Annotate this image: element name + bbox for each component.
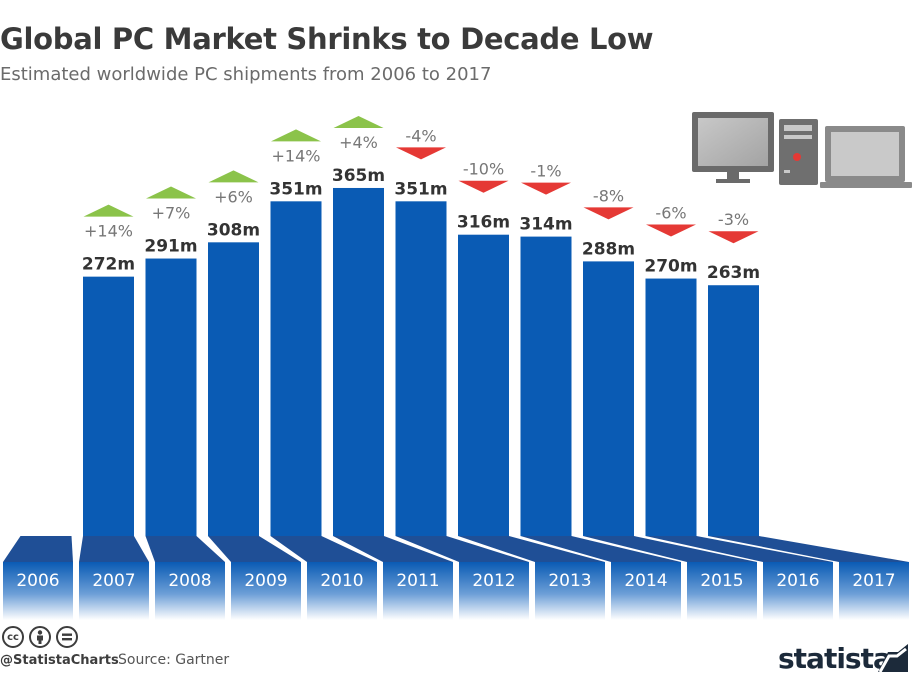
decrease-arrow-icon: [708, 231, 759, 244]
bar: [333, 187, 384, 536]
year-strip: [687, 562, 757, 620]
year-strip: [383, 562, 453, 620]
bar-base: [708, 536, 909, 562]
tick-label: 2009: [244, 571, 287, 591]
change-label: -6%: [655, 204, 686, 223]
data-label: 263m: [707, 263, 760, 283]
data-label: 291m: [144, 237, 197, 257]
year-strip: [763, 562, 833, 620]
tick-label: 2015: [700, 571, 743, 591]
tick-label: 2013: [548, 571, 591, 591]
decrease-arrow-icon: [646, 224, 696, 237]
computer-illustration: [692, 112, 912, 188]
change-label: -4%: [405, 126, 436, 145]
twitter-handle[interactable]: @StatistaCharts: [0, 653, 119, 668]
data-label: 316m: [457, 213, 510, 233]
bar-base: [583, 536, 757, 562]
bar-base: [3, 536, 73, 562]
change-label: -3%: [718, 210, 749, 229]
statista-logo-mark: [878, 644, 908, 672]
tick-label: 2006: [16, 571, 59, 591]
data-label: 308m: [207, 220, 260, 240]
bar-base: [395, 536, 529, 562]
year-strip: [459, 562, 529, 620]
tick-label: 2008: [168, 571, 211, 591]
monitor-icon: [692, 112, 774, 183]
tick-label: 2012: [472, 571, 515, 591]
bar-base: [270, 536, 377, 562]
bar: [645, 278, 697, 536]
bar-base: [145, 536, 225, 562]
change-label: -10%: [463, 160, 504, 179]
increase-arrow-icon: [333, 115, 384, 128]
bar: [458, 234, 509, 536]
bar: [395, 201, 447, 536]
data-label: 365m: [332, 166, 385, 186]
no-derivatives-icon: [56, 626, 78, 648]
attribution-icon: [29, 626, 51, 648]
bar: [270, 201, 322, 536]
change-label: -8%: [593, 186, 624, 205]
tick-label: 2011: [396, 571, 439, 591]
year-strip: [155, 562, 225, 620]
footer: cc @StatistaCharts Source: Gartner stati…: [0, 620, 912, 684]
tick-label: 2007: [92, 571, 135, 591]
year-strip: [307, 562, 377, 620]
tick-label: 2017: [852, 571, 895, 591]
data-label: 351m: [269, 179, 322, 199]
change-label: +7%: [152, 204, 191, 223]
bar: [520, 236, 572, 536]
change-label: +14%: [84, 222, 133, 241]
tick-label: 2014: [624, 571, 667, 591]
source-note: Source: Gartner: [118, 652, 230, 668]
chart-subtitle: Estimated worldwide PC shipments from 20…: [0, 64, 492, 85]
bar-base: [208, 536, 301, 562]
year-strip: [79, 562, 149, 620]
bar-base: [520, 536, 681, 562]
bar: [145, 258, 197, 536]
increase-arrow-icon: [146, 186, 196, 199]
tick-label: 2010: [320, 571, 363, 591]
year-strip: [611, 562, 681, 620]
bar-chart: 2006 2007 272m +14% 2008 291m +7% 2009 308m +6% 20…: [3, 112, 912, 620]
laptop-icon: [820, 126, 912, 188]
change-label: +14%: [272, 146, 321, 165]
year-strip: [231, 562, 301, 620]
year-strip: [839, 562, 909, 620]
bar-base: [458, 536, 605, 562]
decrease-arrow-icon: [583, 207, 634, 220]
bar: [83, 276, 134, 536]
decrease-arrow-icon: [396, 147, 446, 160]
bar-base: [79, 536, 149, 562]
bars-layer: 2006 2007 272m +14% 2008 291m +7% 2009 308m +6% 20…: [3, 115, 909, 620]
bar-base: [333, 536, 453, 562]
data-label: 288m: [582, 239, 635, 259]
change-label: +6%: [214, 187, 253, 206]
bar: [583, 261, 634, 536]
statista-logo[interactable]: statista: [778, 642, 892, 675]
change-label: +4%: [339, 133, 378, 152]
data-label: 270m: [644, 257, 697, 277]
license-icons[interactable]: cc: [2, 626, 78, 648]
year-strip: [3, 562, 73, 620]
bar-base: [645, 536, 833, 562]
tower-icon: [779, 119, 818, 185]
data-label: 314m: [519, 215, 572, 235]
increase-arrow-icon: [208, 170, 259, 183]
decrease-arrow-icon: [458, 180, 509, 193]
data-label: 351m: [394, 179, 447, 199]
bar: [708, 285, 759, 536]
decrease-arrow-icon: [521, 182, 571, 195]
tick-label: 2016: [776, 571, 819, 591]
data-label: 272m: [82, 255, 135, 275]
bar: [208, 242, 259, 536]
increase-arrow-icon: [271, 129, 321, 142]
chart-title: Global PC Market Shrinks to Decade Low: [0, 22, 654, 56]
cc-icon: cc: [2, 626, 24, 648]
change-label: -1%: [530, 162, 561, 181]
increase-arrow-icon: [83, 204, 134, 217]
year-strip: [535, 562, 605, 620]
